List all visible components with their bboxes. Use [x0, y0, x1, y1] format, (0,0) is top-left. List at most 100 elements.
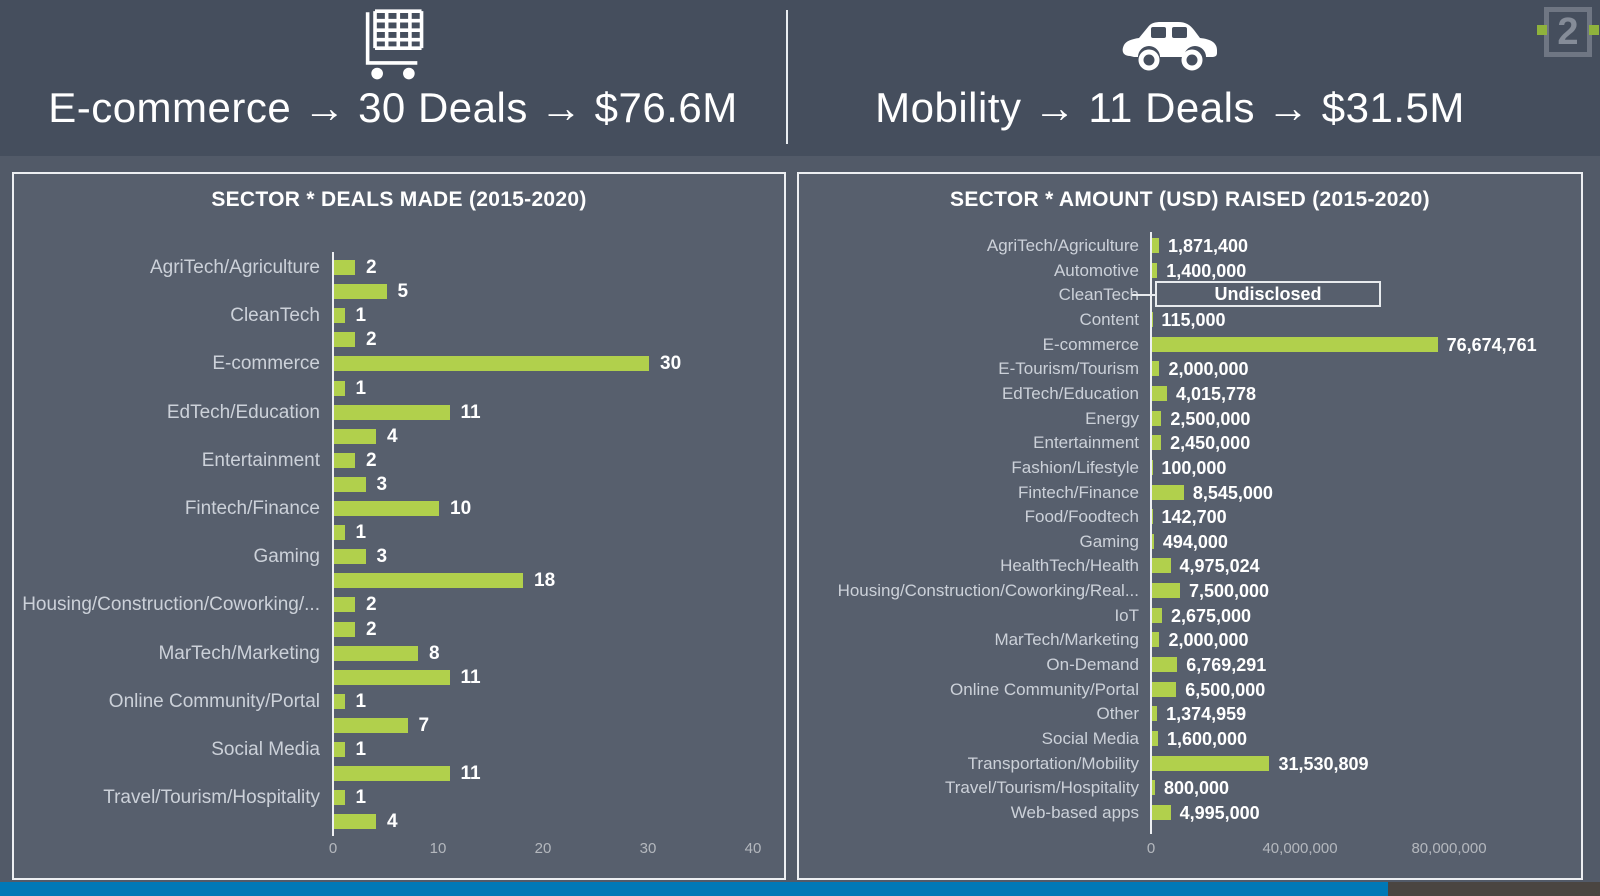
bar-row: 1	[14, 377, 784, 401]
value-label: 11	[460, 763, 481, 785]
bar-row: Transportation/Mobility 31,530,809	[799, 752, 1581, 776]
value-label: 5	[397, 281, 409, 303]
value-label: 1,400,000	[1166, 260, 1247, 281]
bar-row: Content 115,000	[799, 308, 1581, 332]
category-label: E-commerce	[1042, 334, 1139, 354]
bar	[1152, 558, 1171, 574]
category-label	[14, 521, 320, 545]
category-label: MarTech/Marketing	[158, 642, 320, 664]
value-label: 8	[429, 642, 440, 664]
bar-row: 3	[14, 473, 784, 497]
bar-row: E-Tourism/Tourism 2,000,000	[799, 357, 1581, 381]
bar	[334, 308, 345, 324]
bar-row: Automotive 1,400,000	[799, 259, 1581, 283]
bar-row: On-Demand 6,769,291	[799, 653, 1581, 677]
bar-row: EdTech/Education 4,015,778	[799, 382, 1581, 406]
bar	[1152, 632, 1160, 648]
bar	[1152, 238, 1159, 253]
bar-row: Housing/Construction/Coworking/... 2	[14, 593, 784, 617]
bar	[334, 717, 408, 733]
i2i-logo: 2	[1537, 7, 1599, 57]
bar	[1152, 681, 1177, 697]
i2i-logo-dot-left	[1537, 25, 1547, 35]
y-axis-line	[332, 252, 334, 836]
bar	[1152, 385, 1167, 401]
bar-row: Social Media 1,600,000	[799, 727, 1581, 751]
bar-row: Entertainment 2	[14, 449, 784, 473]
bar	[1152, 731, 1158, 746]
bar	[1152, 804, 1171, 820]
footer-blue-bar	[0, 882, 1388, 896]
bar	[1152, 755, 1270, 771]
bar-row: 4	[14, 425, 784, 449]
x-tick-label: 20	[534, 840, 552, 857]
category-label: Other	[1096, 704, 1139, 724]
value-label: 4,015,778	[1175, 383, 1257, 404]
bar-row: Energy 2,500,000	[799, 407, 1581, 431]
category-label: E-Tourism/Tourism	[998, 359, 1139, 379]
bar-row: 5	[14, 280, 784, 304]
bar-row: 11	[14, 762, 784, 786]
value-label: 1,374,959	[1166, 704, 1247, 725]
bar	[1152, 706, 1158, 722]
category-label: Housing/Construction/Coworking/Real...	[837, 581, 1139, 601]
amount-raised-chart-panel: SECTOR * AMOUNT (USD) RAISED (2015-2020)…	[797, 172, 1583, 880]
bar	[334, 790, 345, 806]
header-left-title: E-commerce → 30 Deals → $76.6M	[48, 84, 738, 131]
value-label: 2,000,000	[1168, 359, 1249, 380]
category-label: Social Media	[211, 739, 320, 760]
footer-dark-bar	[1388, 882, 1600, 896]
value-label: 7,500,000	[1188, 581, 1270, 602]
category-label	[14, 473, 320, 497]
bar	[334, 260, 355, 275]
value-label: 1,871,400	[1167, 236, 1249, 256]
bar-row: Online Community/Portal 6,500,000	[799, 678, 1581, 702]
value-label: 2	[366, 449, 377, 471]
bar	[334, 332, 355, 348]
bar	[1152, 533, 1154, 549]
bar-row: Fintech/Finance 10	[14, 497, 784, 521]
deals-made-chart-panel: SECTOR * DEALS MADE (2015-2020) AgriTech…	[12, 172, 786, 880]
value-label: 10	[450, 498, 472, 519]
bar	[334, 645, 418, 661]
value-label: 1	[355, 690, 367, 712]
category-label	[14, 666, 320, 690]
bar	[334, 573, 523, 589]
category-label: EdTech/Education	[166, 401, 320, 423]
bar	[1152, 361, 1160, 377]
bar	[334, 404, 450, 420]
value-label: 2,000,000	[1168, 630, 1249, 651]
bar	[1152, 583, 1180, 599]
bar	[1152, 435, 1162, 451]
header-band: E-commerce → 30 Deals → $76.6M Mobility …	[0, 0, 1600, 156]
value-label: 2	[366, 257, 377, 278]
x-tick-label: 80,000,000	[1411, 840, 1487, 857]
bar	[334, 428, 376, 444]
undisclosed-callout: Undisclosed	[1155, 281, 1381, 308]
value-label: 1,600,000	[1166, 729, 1248, 749]
bar-row: HealthTech/Health 4,975,024	[799, 554, 1581, 578]
x-tick-label: 0	[328, 840, 338, 857]
value-label: 1	[355, 377, 367, 399]
bar-row: 2	[14, 618, 784, 642]
value-label: 4,995,000	[1179, 802, 1260, 823]
category-label: Gaming	[253, 546, 320, 568]
category-label: Energy	[1085, 408, 1139, 428]
value-label: 1	[355, 787, 367, 809]
chart-title: SECTOR * DEALS MADE (2015-2020)	[211, 188, 587, 211]
value-label: 1	[355, 739, 367, 760]
bar-row: Gaming 3	[14, 545, 784, 569]
value-label: 1	[355, 305, 367, 327]
x-tick-label: 0	[1146, 840, 1156, 857]
category-label: MarTech/Marketing	[994, 630, 1139, 650]
bar	[1152, 336, 1438, 352]
value-label: 30	[660, 353, 682, 375]
bar	[334, 621, 355, 637]
bar	[334, 525, 345, 541]
bar-row: E-commerce 76,674,761	[799, 333, 1581, 357]
bar-row: CleanTech 1	[14, 304, 784, 328]
bar	[1152, 657, 1178, 673]
value-label: 2	[366, 618, 377, 640]
shopping-cart-icon	[355, 8, 431, 82]
